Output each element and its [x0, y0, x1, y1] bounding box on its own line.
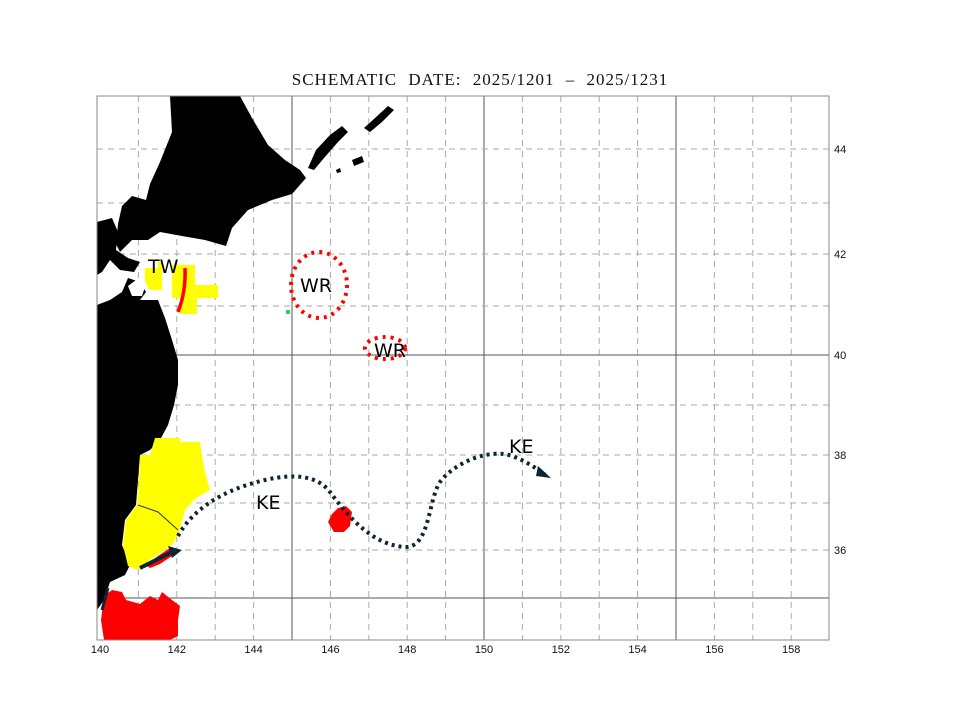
lon-tick-154: 154 [628, 644, 646, 656]
lon-tick-150: 150 [475, 644, 493, 656]
lat-tick-36: 36 [834, 545, 846, 557]
kuroshio-arrowhead [168, 546, 182, 558]
ke-path [176, 451, 547, 550]
honshu [97, 278, 178, 610]
oyashio-front-line [137, 504, 179, 531]
lon-tick-158: 158 [782, 644, 800, 656]
lon-tick-142: 142 [168, 644, 186, 656]
lon-tick-140: 140 [91, 644, 109, 656]
lat-tick-44: 44 [834, 144, 846, 156]
tw-yellow-west [145, 262, 162, 290]
label-ke-2: KE [509, 436, 533, 458]
kuroshio-segment [139, 550, 173, 570]
warm-ring-1 [289, 250, 349, 320]
lat-tick-42: 42 [834, 249, 846, 261]
tw-front-line [176, 267, 187, 313]
warm-ring-2 [363, 335, 407, 361]
green-marker [286, 310, 290, 314]
lon-tick-152: 152 [552, 644, 570, 656]
shimokita [128, 280, 146, 296]
kuril-island-1 [308, 126, 348, 170]
lat-tick-38: 38 [834, 450, 846, 462]
warm-water-areas [101, 506, 352, 640]
lat-tick-40: 40 [834, 350, 846, 362]
warm-water-south [101, 590, 180, 640]
label-wr-1: WR [300, 275, 332, 297]
lat-tick-labels: 44 42 40 38 36 [834, 144, 846, 557]
kuroshio-south-segment [100, 587, 110, 611]
lon-tick-156: 156 [705, 644, 723, 656]
kuril-island-4 [336, 168, 341, 173]
map-frame [96, 95, 830, 641]
label-wr-2: WR [374, 340, 406, 362]
oshima-peninsula [97, 218, 140, 275]
label-tw: TW [147, 256, 179, 278]
lon-tick-labels: 140 142 144 146 148 150 152 154 156 158 [91, 644, 801, 656]
hokkaido [116, 96, 306, 252]
warm-eddy-146e [328, 506, 352, 532]
kuril-island-3 [364, 106, 394, 132]
kuroshio-extension [100, 451, 551, 611]
oyashio-yellow [123, 438, 210, 570]
lon-tick-148: 148 [398, 644, 416, 656]
lon-tick-146: 146 [321, 644, 339, 656]
label-ke-1: KE [256, 492, 280, 514]
ke-arrowhead [536, 466, 551, 478]
kuril-island-2 [352, 156, 364, 166]
lon-tick-144: 144 [244, 644, 262, 656]
land [97, 96, 394, 610]
map-title: SCHEMATIC DATE: 2025/1201 – 2025/1231 [291, 70, 669, 89]
